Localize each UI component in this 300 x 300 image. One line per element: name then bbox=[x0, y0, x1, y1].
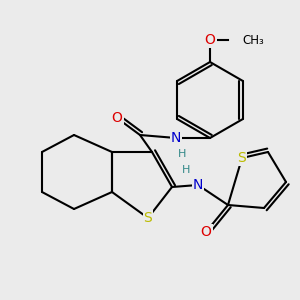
Text: O: O bbox=[205, 33, 215, 47]
Text: S: S bbox=[238, 151, 246, 165]
Text: S: S bbox=[144, 211, 152, 225]
Text: H: H bbox=[178, 149, 186, 159]
Text: N: N bbox=[171, 131, 181, 145]
Text: O: O bbox=[201, 225, 212, 239]
Text: CH₃: CH₃ bbox=[242, 34, 264, 46]
Text: N: N bbox=[193, 178, 203, 192]
Text: H: H bbox=[182, 165, 190, 175]
Text: O: O bbox=[112, 111, 122, 125]
